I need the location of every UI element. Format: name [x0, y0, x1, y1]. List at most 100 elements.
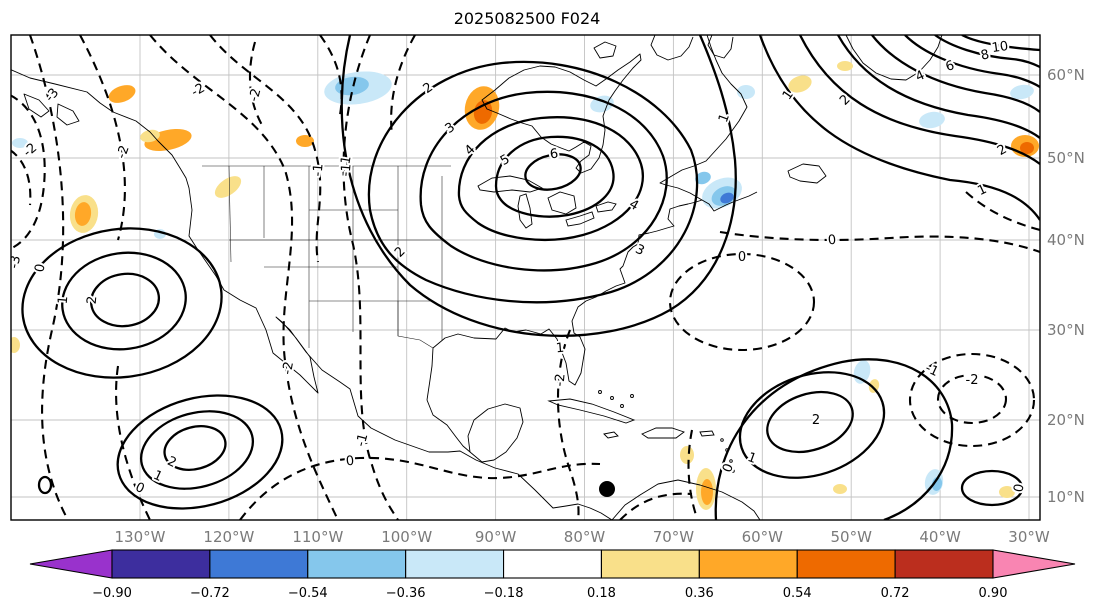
contour-line-dashed [149, 35, 339, 520]
anomaly-shading-patch [837, 61, 853, 71]
anomaly-shading-patch [931, 477, 943, 491]
lat-tick-label: 20°N [1047, 411, 1085, 429]
contour-line-dashed [239, 456, 601, 520]
positive-contour-lines [21, 35, 1040, 520]
contour-line-dashed [965, 191, 1040, 232]
contour-label: -2 [189, 81, 208, 100]
lake-or-island-outline [547, 398, 636, 424]
contour-label: -2 [966, 373, 979, 388]
anomaly-shading-patch [11, 337, 20, 353]
lake-or-island-outline [720, 438, 724, 442]
anomaly-shading-patch [701, 479, 713, 505]
colorbar-over-arrow [992, 549, 1076, 579]
contour-label: 3 [633, 242, 647, 259]
border-line [397, 301, 434, 349]
contour-label: 0 [1011, 483, 1027, 494]
contour-line-solid [524, 153, 582, 191]
lake-or-island-outline [630, 394, 634, 398]
contour-label: -3 [42, 86, 62, 106]
contour-label: 4 [913, 68, 927, 85]
contour-label: 1 [555, 341, 565, 357]
contour-line-solid [766, 390, 854, 454]
colorbar-segment [796, 549, 896, 579]
contour-line-dashed [248, 41, 263, 126]
contour-label: 1 [338, 155, 354, 166]
coastline-path [56, 103, 80, 126]
contour-label: 2 [812, 413, 820, 428]
border-line [228, 165, 232, 263]
contour-label: 0 [827, 233, 837, 249]
colorbar-segment [600, 549, 700, 579]
contour-line-dashed [719, 230, 1040, 253]
lon-tick-label: 130°W [115, 528, 166, 546]
anomaly-shading-patch [919, 111, 945, 129]
contour-label: -1 [310, 163, 326, 177]
latitude-tick-labels: 60°N 50°N 40°N 30°N 20°N 10°N [1047, 66, 1085, 506]
contour-line-solid [904, 35, 1040, 88]
colorbar-tick-label: −0.90 [92, 586, 132, 601]
contour-line-solid [340, 35, 737, 337]
coastline-path [845, 35, 943, 81]
contour-line-solid [139, 410, 255, 490]
coastline-path [426, 399, 524, 463]
contour-line-dashed [687, 429, 698, 516]
colorbar-segment [894, 549, 994, 579]
lake-or-island-outline [620, 404, 624, 408]
contour-label: 6 [549, 146, 559, 162]
colorbar-tick-label: 0.72 [881, 586, 910, 601]
state-borders [202, 165, 451, 349]
anomaly-shading-patch [473, 100, 493, 124]
contour-line-solid [116, 394, 284, 510]
coastline-path [593, 41, 617, 59]
storm-marker-group [599, 481, 615, 497]
anomaly-shading-patch [680, 446, 694, 464]
contour-line-solid [738, 371, 886, 479]
contour-line-solid [960, 469, 1024, 507]
lon-tick-label: 90°W [475, 528, 517, 546]
anomaly-shading-patch [695, 171, 711, 185]
colorbar-under-arrow [29, 549, 113, 579]
contour-line-solid [798, 35, 1040, 165]
grid-lines [11, 35, 1040, 520]
contour-line-dashed [79, 35, 126, 241]
contour-label: 1 [716, 112, 733, 125]
contour-line-dashed [11, 94, 46, 249]
anomaly-shading-patch [214, 176, 242, 198]
anomaly-shading-patch [833, 484, 847, 494]
contour-line-solid [163, 425, 227, 471]
contour-line-solid [714, 358, 954, 520]
colorbar-tick-label: −0.36 [386, 586, 426, 601]
contour-line-solid [836, 35, 1040, 139]
colorbar-segment [209, 549, 309, 579]
contour-line-solid [961, 35, 1040, 52]
contour-label: -2 [247, 87, 265, 103]
contour-line-solid [419, 90, 668, 272]
coastline-path [23, 93, 50, 118]
lat-tick-label: 50°N [1047, 149, 1085, 167]
contour-label: 4 [462, 142, 478, 158]
contour-line-dashed [11, 149, 32, 206]
anomaly-shading-patch [868, 379, 880, 393]
contour-line-dashed [342, 35, 399, 520]
chart-title: 2025082500 F024 [454, 9, 601, 28]
lakes-and-islands [477, 175, 735, 473]
anomaly-shading-patch [737, 85, 755, 99]
contour-label: 8 [979, 47, 990, 63]
anomaly-shading-patch [12, 138, 28, 148]
anomaly-shading-patch [1020, 142, 1034, 154]
lon-tick-label: 50°W [830, 528, 872, 546]
lake-or-island-outline [517, 193, 533, 229]
coastline-path [481, 53, 642, 174]
colorbar-segment [698, 549, 798, 579]
contour-label: 1 [151, 468, 165, 485]
lake-or-island-outline [603, 431, 619, 439]
contour-label: 0 [133, 480, 147, 497]
colorbar-tick-label: 0.90 [979, 586, 1008, 601]
contour-line-solid [871, 35, 1040, 113]
lake-or-island-outline [731, 469, 735, 473]
contour-line-dashed [668, 252, 816, 352]
lon-tick-label: 40°W [919, 528, 961, 546]
